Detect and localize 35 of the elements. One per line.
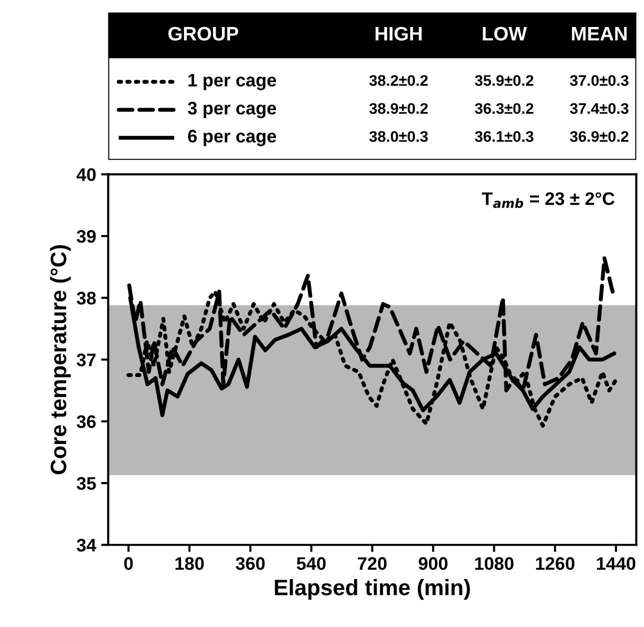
x-axis-title: Elapsed time (min) (274, 579, 470, 600)
text: LOW (482, 26, 527, 41)
y-tick-label: 34 (76, 538, 96, 552)
y-axis-title: Core temperature (°C) (50, 245, 71, 474)
text: 37.4±0.3 (570, 103, 628, 114)
y-tick-label: 38 (76, 292, 96, 305)
legend-label: 1 per cage (188, 74, 276, 90)
text: 38.0±0.3 (369, 131, 428, 142)
text: 37.0±0.3 (570, 75, 628, 86)
text: GROUP (168, 26, 238, 41)
text: 36.9±0.2 (570, 131, 628, 142)
legend-label: 6 per cage (188, 130, 276, 146)
x-tick-label: 900 (418, 557, 448, 570)
y-tick-label: 35 (76, 477, 96, 490)
y-tick-label: 39 (76, 230, 96, 243)
text: 38.2±0.2 (369, 75, 428, 86)
text: 36.3±0.2 (474, 103, 534, 114)
y-tick-label: 37 (76, 354, 96, 366)
text: 38.9±0.2 (369, 103, 428, 114)
text: 36.1±0.3 (474, 131, 534, 142)
legend-label: 3 per cage (188, 102, 276, 118)
y-tick-label: 36 (76, 415, 96, 428)
text: MEAN (572, 27, 627, 40)
x-tick-label: 0 (124, 557, 133, 570)
text: 35.9±0.2 (474, 75, 534, 86)
annotation: T$_{amb}$ = 23 ± 2°C (482, 192, 615, 208)
x-tick-label: 1440 (597, 557, 636, 570)
x-tick-label: 360 (236, 557, 265, 570)
x-tick-label: 720 (358, 557, 387, 570)
x-tick-label: 1260 (536, 557, 574, 570)
x-tick-label: 540 (296, 557, 326, 570)
y-tick-label: 40 (76, 168, 96, 182)
x-tick-label: 180 (176, 557, 204, 570)
x-tick-label: 1080 (475, 557, 514, 570)
text: HIGH (376, 26, 422, 41)
